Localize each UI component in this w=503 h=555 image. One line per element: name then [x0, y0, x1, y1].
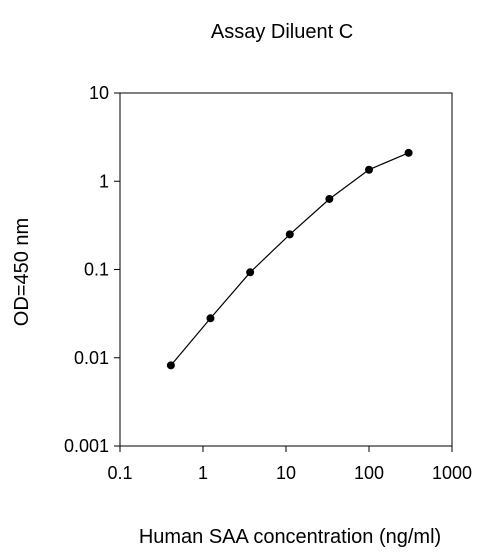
data-point: [325, 194, 334, 203]
y-tick-label: 0.001: [64, 436, 109, 456]
y-tick-label: 1: [99, 171, 109, 191]
data-point: [365, 165, 373, 174]
chart-title: Assay Diluent C: [211, 21, 353, 43]
y-axis: 0.001 0.01 0.1 1 10: [64, 83, 120, 456]
data-point: [166, 361, 175, 370]
x-tick-label: 1: [198, 463, 208, 483]
series-group: [166, 148, 413, 370]
x-axis: 0.1 1 10 100 1000: [107, 446, 472, 483]
plot-border: [119, 92, 453, 447]
x-tick-label: 1000: [432, 463, 472, 483]
x-axis-label: Human SAA concentration (ng/ml): [139, 526, 441, 548]
y-axis-label: OD=450 nm: [11, 218, 33, 326]
x-tick-label: 10: [276, 463, 296, 483]
x-tick-label: 100: [354, 463, 384, 483]
data-point: [404, 148, 413, 157]
y-tick-label: 10: [89, 83, 109, 103]
series-line: [170, 152, 409, 366]
x-tick-label: 0.1: [107, 463, 132, 483]
data-point: [285, 230, 294, 239]
y-tick-label: 0.1: [84, 260, 109, 280]
plot-frame: [119, 92, 453, 447]
data-point: [206, 314, 215, 323]
y-tick-label: 0.01: [74, 348, 109, 368]
data-point: [246, 268, 255, 277]
